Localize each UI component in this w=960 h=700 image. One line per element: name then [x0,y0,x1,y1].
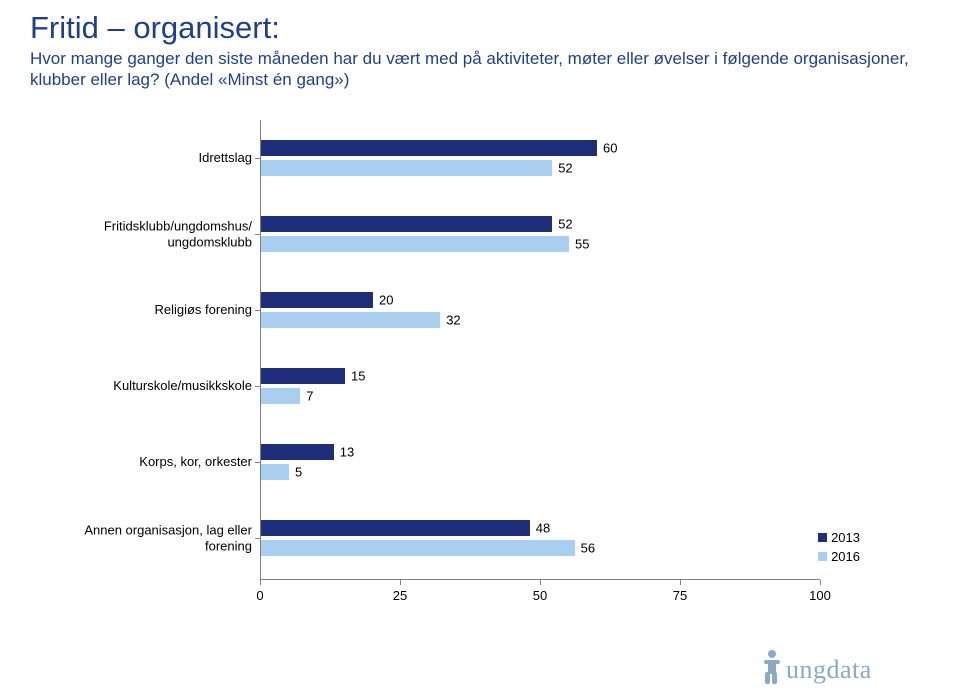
category-label-wrap: Kulturskole/musikkskole [60,356,260,416]
category-label-wrap: Religiøs forening [60,280,260,340]
legend-swatch-2013 [818,533,827,542]
bar-value-label: 15 [351,369,365,384]
page-title: Fritid – organisert: [30,10,930,46]
category-label: Korps, kor, orkester [62,454,252,470]
legend: 2013 2016 [818,530,860,568]
x-axis: 0255075100 [260,580,820,610]
x-tick-label: 0 [256,588,263,603]
bar: 5 [261,464,289,480]
x-tick [820,580,821,585]
bar: 55 [261,236,569,252]
x-tick [680,580,681,585]
legend-item-2016: 2016 [818,549,860,564]
bar: 52 [261,216,552,232]
plot-frame [260,120,820,580]
bar-value-label: 5 [295,465,302,480]
bar-value-label: 32 [446,313,460,328]
bar-value-label: 13 [340,445,354,460]
svg-text:ungdata: ungdata [786,655,872,684]
bar: 52 [261,160,552,176]
bar: 7 [261,388,300,404]
category-label-wrap: Annen organisasjon, lag ellerforening [60,508,260,568]
bar: 15 [261,368,345,384]
page-subtitle: Hvor mange ganger den siste måneden har … [30,48,930,91]
x-tick-label: 25 [393,588,407,603]
x-tick-label: 75 [673,588,687,603]
category-label: Idrettslag [62,150,252,166]
legend-item-2013: 2013 [818,530,860,545]
category-label: Fritidsklubb/ungdomshus/ungdomsklubb [62,218,252,249]
category-label-wrap: Korps, kor, orkester [60,432,260,492]
bar: 20 [261,292,373,308]
bar-value-label: 48 [536,521,550,536]
x-tick [400,580,401,585]
bar-value-label: 56 [581,541,595,556]
bar: 48 [261,520,530,536]
bar-value-label: 7 [306,389,313,404]
category-label-wrap: Idrettslag [60,128,260,188]
bar-value-label: 55 [575,237,589,252]
category-label: Religiøs forening [62,302,252,318]
legend-label-2016: 2016 [831,549,860,564]
bar-value-label: 20 [379,293,393,308]
category-label: Annen organisasjon, lag ellerforening [62,522,252,553]
category-label-wrap: Fritidsklubb/ungdomshus/ungdomsklubb [60,204,260,264]
x-tick-label: 100 [809,588,831,603]
bar-value-label: 52 [558,217,572,232]
x-tick [540,580,541,585]
bar: 60 [261,140,597,156]
bar: 56 [261,540,575,556]
x-tick [260,580,261,585]
brand-logo: ungdata [762,648,932,686]
chart: Idrettslag 60 52 Fritidsklubb/ungdomshus/un… [60,120,900,620]
bar: 13 [261,444,334,460]
category-label: Kulturskole/musikkskole [62,378,252,394]
bar: 32 [261,312,440,328]
bar-value-label: 52 [558,161,572,176]
legend-label-2013: 2013 [831,530,860,545]
legend-swatch-2016 [818,552,827,561]
x-tick-label: 50 [533,588,547,603]
bar-value-label: 60 [603,141,617,156]
header: Fritid – organisert: Hvor mange ganger d… [0,0,960,91]
